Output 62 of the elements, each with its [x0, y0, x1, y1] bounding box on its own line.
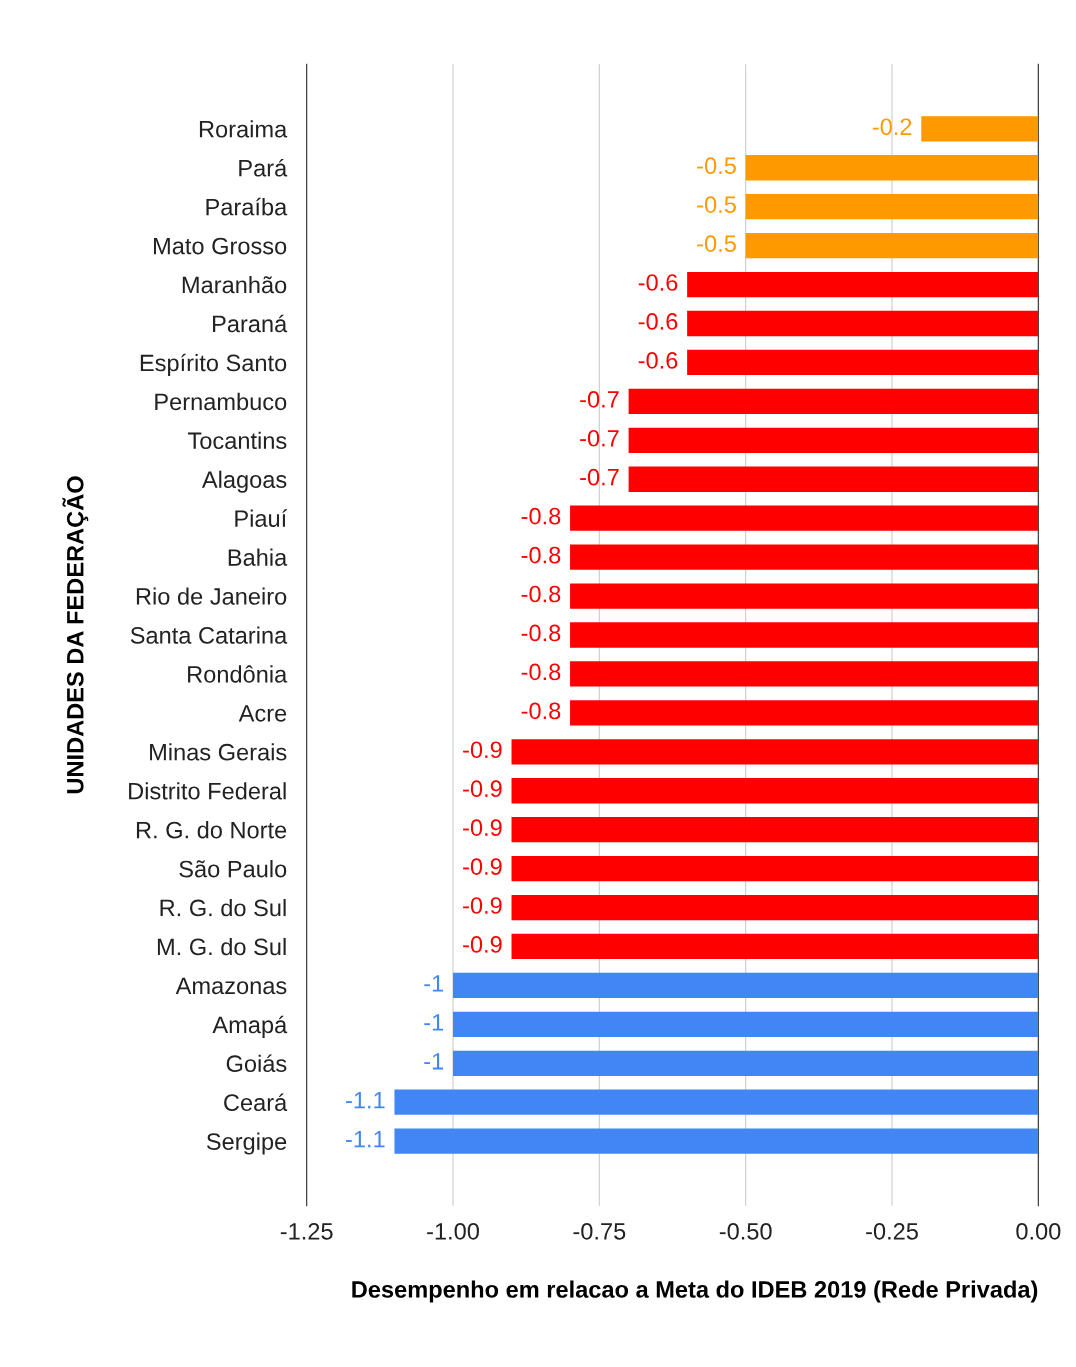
data-label: -0.9	[463, 819, 502, 836]
data-label: -0.9	[463, 936, 502, 953]
data-label: -0.7	[580, 390, 619, 408]
data-label: -1.1	[346, 1131, 385, 1148]
x-tick-label: -1.00	[427, 1222, 479, 1240]
y-tick-label: Pará	[239, 158, 288, 177]
data-label: -1	[424, 1014, 444, 1031]
data-label: -0.9	[463, 741, 502, 759]
data-label: -0.6	[638, 352, 678, 369]
y-tick-label: Distrito Federal	[129, 782, 286, 800]
data-label: -0.5	[697, 157, 736, 175]
y-tick-label: Paraíba	[206, 197, 288, 216]
y-tick-label: Ceará	[224, 1093, 288, 1112]
y-tick-label: Alagoas	[201, 470, 287, 493]
x-axis-title: Desempenho em relacao a Meta do IDEB 2019 (Rede Privada)	[352, 1280, 1038, 1303]
y-tick-label: M. G. do Sul	[157, 937, 286, 956]
y-tick-label: Amapá	[212, 1015, 288, 1038]
data-label: -0.9	[463, 858, 502, 875]
data-label: -0.5	[697, 196, 736, 213]
data-label: -0.8	[521, 624, 561, 642]
y-tick-label: Tocantins	[188, 431, 287, 450]
data-label: -0.7	[580, 429, 619, 447]
data-label: -0.6	[638, 313, 678, 330]
y-tick-label: Goiás	[226, 1054, 287, 1073]
y-axis-title: UNIDADES DA FEDERAÇÃO	[62, 476, 89, 794]
y-tick-label: Paraná	[213, 314, 288, 333]
y-tick-label: Espírito Santo	[140, 353, 287, 376]
y-tick-label: São Paulo	[179, 860, 287, 878]
y-tick-label: Rio de Janeiro	[136, 587, 287, 605]
x-tick-label: -0.50	[719, 1222, 772, 1240]
y-tick-label: Rondônia	[188, 665, 288, 683]
y-tick-label: Sergipe	[206, 1132, 287, 1155]
data-label: -0.9	[463, 780, 502, 798]
data-label: -0.2	[872, 118, 912, 136]
data-label: -1	[424, 1053, 444, 1070]
x-tick-label: 0.00	[1016, 1222, 1061, 1240]
data-label: -0.8	[521, 585, 561, 603]
y-tick-label: Mato Grosso	[154, 237, 287, 255]
x-tick-label: -0.75	[573, 1222, 626, 1240]
y-tick-label: Roraima	[199, 120, 288, 138]
data-label: -1	[424, 975, 444, 992]
x-tick-label: -0.25	[866, 1222, 918, 1240]
y-tick-label: Piauí	[235, 509, 288, 527]
data-label: -0.8	[521, 546, 561, 564]
data-label: -1.1	[346, 1092, 385, 1109]
y-tick-label: Maranhão	[182, 275, 287, 294]
data-label: -0.8	[521, 507, 561, 525]
data-label: -0.8	[521, 663, 561, 681]
data-label: -0.9	[463, 897, 502, 914]
y-tick-label: Bahia	[228, 548, 288, 566]
data-label: -0.5	[697, 235, 736, 252]
y-tick-label: Santa Catarina	[130, 626, 288, 644]
y-tick-label: R. G. do Sul	[160, 898, 286, 917]
y-tick-label: Acre	[238, 705, 287, 722]
y-tick-label: R. G. do Norte	[136, 821, 287, 839]
data-label: -0.8	[521, 702, 561, 720]
y-tick-label: Amazonas	[175, 977, 287, 995]
data-label: -0.6	[638, 274, 678, 291]
y-tick-label: Minas Gerais	[150, 743, 287, 761]
x-tick-label: -1.25	[280, 1222, 333, 1240]
data-label: -0.7	[580, 468, 619, 486]
y-tick-label: Pernambuco	[155, 392, 287, 411]
